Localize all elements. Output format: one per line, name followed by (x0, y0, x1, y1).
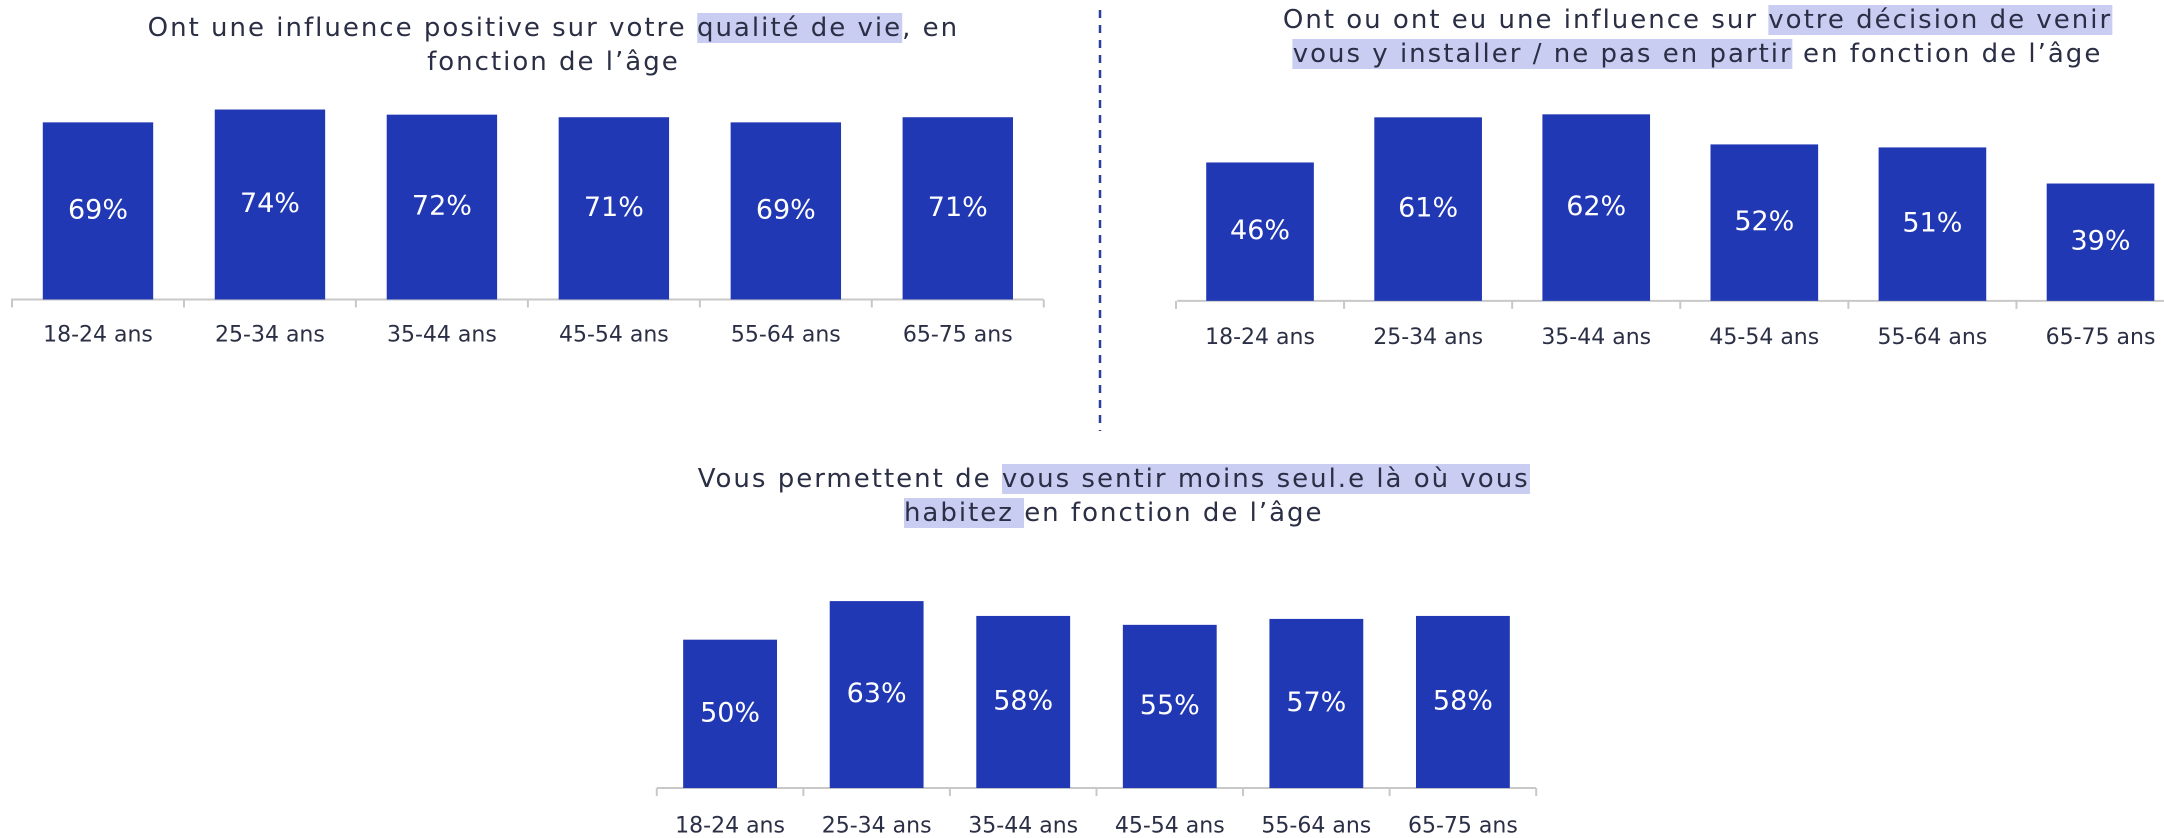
data-label: 57% (1286, 687, 1346, 718)
data-label: 55% (1140, 690, 1200, 721)
x-tick-label: 25-34 ans (822, 814, 932, 838)
bar (558, 117, 670, 300)
data-label: 71% (584, 192, 644, 223)
title-line: Ont ou ont eu une influence sur votre dé… (1282, 3, 2113, 37)
data-label: 39% (2071, 226, 2131, 257)
title-segment: en fonction de l’âge (1024, 498, 1324, 529)
bar (1415, 615, 1510, 789)
data-label: 62% (1566, 191, 1626, 222)
bar (386, 114, 498, 300)
x-tick-label: 45-54 ans (559, 322, 669, 347)
x-tick-label: 35-44 ans (1541, 325, 1651, 350)
data-label: 72% (412, 191, 472, 222)
x-tick-label: 45-54 ans (1709, 325, 1819, 350)
bar (1206, 162, 1314, 301)
bar (1542, 114, 1651, 301)
bar (1710, 144, 1819, 301)
data-label: 58% (1433, 685, 1493, 716)
title-segment: Ont une influence positive sur votre (147, 13, 697, 44)
x-tick-label: 55-64 ans (1878, 325, 1988, 350)
x-tick-label: 18-24 ans (1205, 325, 1315, 350)
x-tick-label: 65-75 ans (1408, 814, 1518, 838)
title-segment: qualité de vie (696, 13, 903, 44)
title-line: vous y installer / ne pas en partir en f… (1283, 37, 2112, 71)
title-segment: Ont ou ont eu une influence sur (1282, 4, 1769, 35)
data-label: 63% (847, 678, 907, 709)
title-line: Ont une influence positive sur votre qua… (148, 11, 960, 45)
chart-title: Ont une influence positive sur votre qua… (148, 11, 960, 79)
bar (1122, 624, 1217, 789)
data-label: 52% (1734, 206, 1794, 237)
x-tick-label: 35-44 ans (968, 814, 1078, 838)
bar (829, 601, 924, 789)
bar (730, 122, 842, 300)
data-label: 51% (1902, 208, 1962, 239)
title-segment: vous y installer / ne pas en partir (1292, 38, 1793, 69)
x-tick-label: 55-64 ans (731, 322, 841, 347)
title-segment: votre décision de venir (1768, 4, 2113, 35)
title-segment: habitez (903, 498, 1025, 529)
bar (214, 109, 326, 300)
bar (1374, 117, 1482, 301)
bar (1269, 618, 1364, 789)
title-segment: vous sentir moins seul.e là où vous (1001, 464, 1530, 495)
bar (902, 117, 1013, 300)
data-label: 74% (240, 188, 300, 219)
bar (42, 122, 154, 300)
x-tick-label: 18-24 ans (675, 814, 785, 838)
bar (683, 639, 777, 789)
title-line: Vous permettent de vous sentir moins seu… (698, 462, 1530, 496)
x-tick-label: 65-75 ans (903, 322, 1013, 347)
data-label: 61% (1398, 193, 1458, 224)
data-label: 69% (756, 194, 816, 225)
data-label: 46% (1230, 215, 1290, 246)
x-tick-label: 35-44 ans (387, 322, 497, 347)
x-tick-label: 25-34 ans (1373, 325, 1483, 350)
bar (2046, 183, 2155, 301)
title-segment: , en (902, 13, 960, 44)
x-tick-label: 55-64 ans (1261, 814, 1371, 838)
chart-title: Vous permettent de vous sentir moins seu… (698, 462, 1530, 530)
title-segment: Vous permettent de (697, 464, 1002, 495)
data-label: 58% (993, 685, 1053, 716)
x-tick-label: 18-24 ans (43, 322, 153, 347)
bar (1878, 147, 1987, 301)
data-label: 69% (68, 194, 128, 225)
title-line: fonction de l’âge (148, 45, 960, 79)
x-tick-label: 25-34 ans (215, 322, 325, 347)
data-label: 71% (928, 192, 988, 223)
title-segment: fonction de l’âge (427, 47, 680, 78)
bar (976, 615, 1071, 789)
x-tick-label: 65-75 ans (2046, 325, 2156, 350)
chart-title: Ont ou ont eu une influence sur votre dé… (1282, 3, 2113, 71)
title-segment: en fonction de l’âge (1792, 38, 2103, 69)
title-line: habitez en fonction de l’âge (698, 496, 1530, 530)
data-label: 50% (700, 697, 760, 728)
x-tick-label: 45-54 ans (1115, 814, 1225, 838)
